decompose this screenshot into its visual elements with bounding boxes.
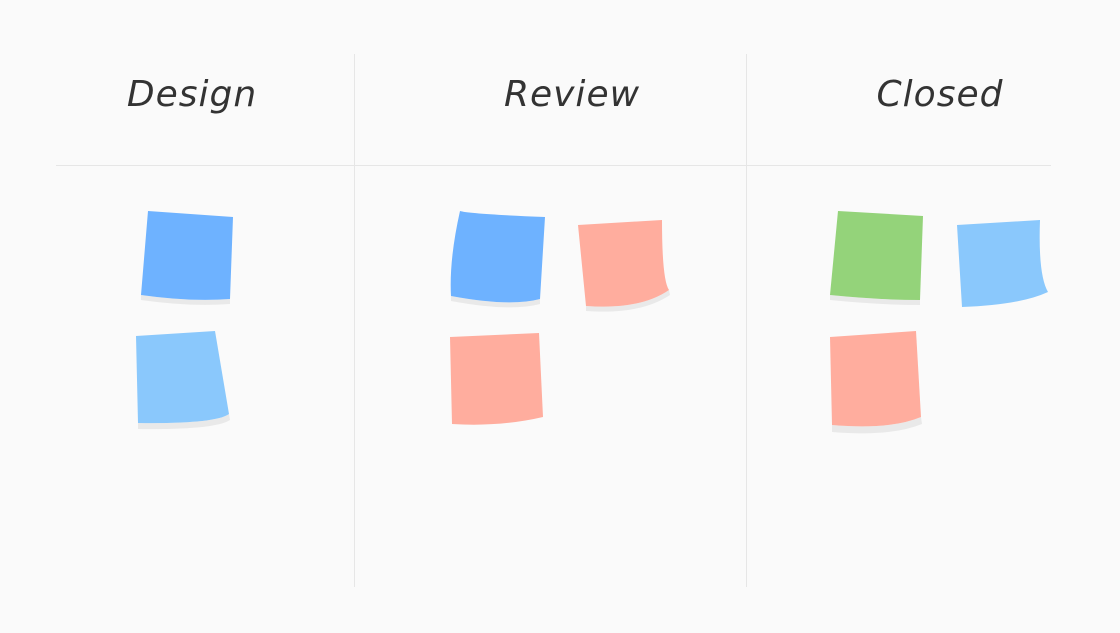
- note-shadow: [138, 414, 230, 430]
- header-divider: [56, 165, 1051, 166]
- sticky-note[interactable]: [957, 220, 1048, 307]
- note-body[interactable]: [450, 333, 543, 425]
- column-divider: [354, 54, 355, 587]
- sticky-note[interactable]: [830, 211, 923, 305]
- note-shadow: [832, 417, 922, 434]
- note-body[interactable]: [141, 211, 233, 300]
- column-divider: [746, 54, 747, 587]
- sticky-note[interactable]: [450, 333, 543, 425]
- note-body[interactable]: [578, 220, 669, 307]
- sticky-note[interactable]: [141, 211, 233, 305]
- sticky-note[interactable]: [450, 211, 545, 308]
- column-title-design: Design: [126, 74, 258, 115]
- note-shadow: [586, 290, 670, 312]
- sticky-note[interactable]: [578, 220, 670, 312]
- note-shadow: [141, 295, 230, 305]
- sticky-note[interactable]: [830, 331, 922, 434]
- note-body[interactable]: [957, 220, 1048, 307]
- sticky-note[interactable]: [136, 331, 230, 430]
- column-title-review: Review: [503, 74, 641, 115]
- note-shadow: [451, 296, 540, 308]
- note-shadow: [830, 295, 920, 305]
- column-title-closed: Closed: [876, 74, 1004, 115]
- note-body[interactable]: [830, 211, 923, 300]
- note-body[interactable]: [450, 211, 545, 303]
- note-body[interactable]: [136, 331, 229, 424]
- note-body[interactable]: [830, 331, 921, 427]
